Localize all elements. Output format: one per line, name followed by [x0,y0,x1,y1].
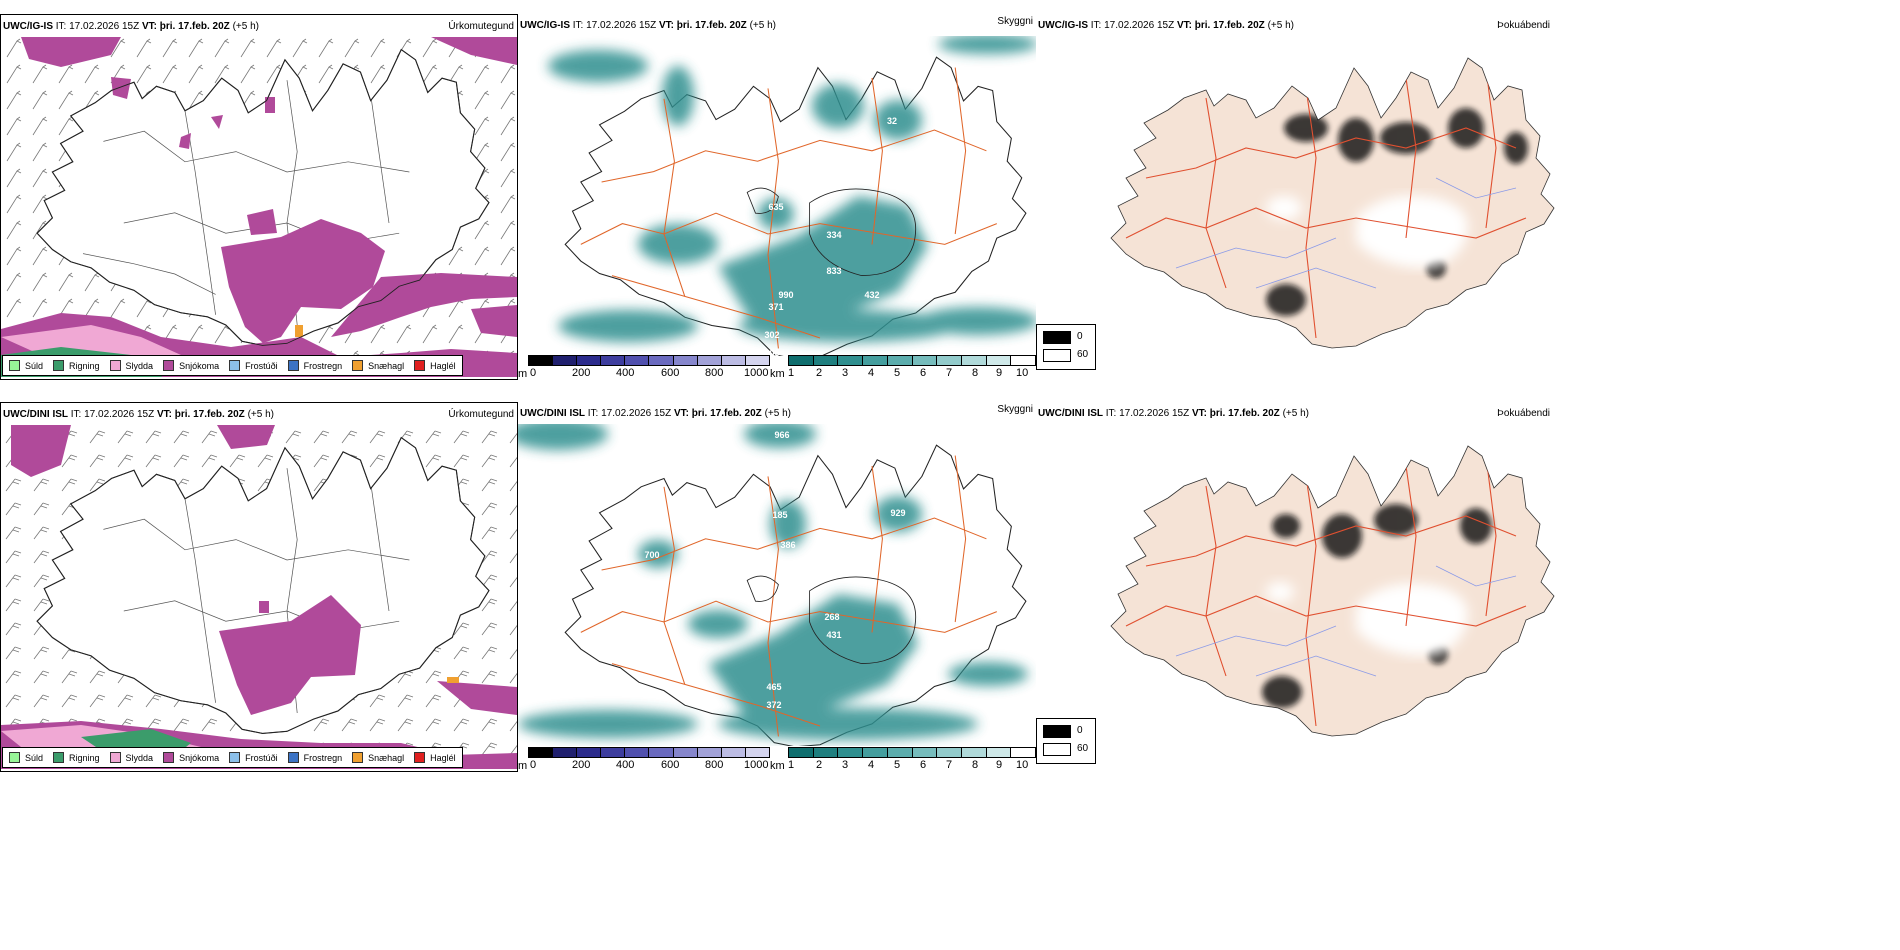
cloud-label: 465 [766,682,781,692]
legend-swatch [352,752,364,763]
cloud-label: 185 [772,510,787,520]
legend-item: Snjókoma [163,752,219,763]
km-scale-bar [788,747,1036,758]
panel-header: UWC/DINI ISL IT: 17.02.2026 15Z VT: þri.… [520,408,791,419]
legend-item: Frostúði [229,752,278,763]
legend-item: Haglél [414,360,456,371]
legend-swatch [229,360,241,371]
cloud-label: 334 [826,230,841,240]
cloud-label: 386 [780,540,795,550]
legend-swatch [229,752,241,763]
cloud-label: 32 [887,116,897,126]
m-ticks: 0 200 400 600 800 1000 [530,367,769,379]
cloud-label: 833 [826,266,841,276]
precip-legend: Súld Rigning Slydda Snjókoma Frostúði Fr… [2,355,463,376]
m-scale-bar [528,355,770,366]
cloud-label: 371 [768,302,783,312]
cloud-map: 966 929 185 386 700 268 431 465 372 [518,424,1028,746]
fog-legend: 0 60 [1036,718,1096,764]
panel-header: UWC/IG-IS IT: 17.02.2026 15Z VT: þri. 17… [1038,20,1294,31]
panel-header: UWC/IG-IS IT: 17.02.2026 15Z VT: þri. 17… [520,20,776,31]
precip-map [1,37,517,377]
panel-title: Þokuábendi [1497,20,1550,31]
panel-title: Skyggni [997,404,1033,415]
legend-item: Frostregn [287,752,342,763]
panel-header: UWC/DINI ISL IT: 17.02.2026 15Z VT: þri.… [3,409,274,420]
legend-item: Slydda [109,752,153,763]
legend-swatch [163,752,175,763]
cloud-label: 700 [644,550,659,560]
legend-swatch [109,752,121,763]
legend-swatch [352,360,364,371]
panel-title: Þokuábendi [1497,408,1550,419]
legend-item: Súld [9,752,43,763]
legend-swatch [9,360,20,371]
fog-map [1110,57,1555,349]
legend-swatch [163,360,175,371]
legend-item: Snæhagl [352,752,404,763]
panel-title: Skyggni [997,16,1033,27]
fog-legend-swatch-low [1043,725,1071,738]
fog-legend: 0 60 [1036,324,1096,370]
cloud-label: 966 [774,430,789,440]
fog-legend-swatch-low [1043,331,1071,344]
km-ticks: 1 2 3 4 5 6 7 8 9 10 [788,759,1029,771]
cloud-label: 372 [766,700,781,710]
legend-item: Rigning [53,360,100,371]
panel-header: UWC/IG-IS IT: 17.02.2026 15Z VT: þri. 17… [3,21,259,32]
cloud-panel-bottom: UWC/DINI ISL IT: 17.02.2026 15Z VT: þri.… [518,402,1036,772]
legend-item: Frostregn [287,360,342,371]
fog-legend-swatch-high [1043,349,1071,362]
panel-header: UWC/DINI ISL IT: 17.02.2026 15Z VT: þri.… [1038,408,1309,419]
cloud-label: 302 [764,330,779,340]
cloud-label: 432 [864,290,879,300]
legend-swatch [109,360,121,371]
legend-item: Rigning [53,752,100,763]
m-unit: m [518,368,528,380]
legend-item: Haglél [414,752,456,763]
fog-panel-top: UWC/IG-IS IT: 17.02.2026 15Z VT: þri. 17… [1036,14,1900,380]
precip-legend: Súld Rigning Slydda Snjókoma Frostúði Fr… [2,747,463,768]
km-unit: km [770,368,785,380]
legend-swatch [287,752,299,763]
legend-item: Snæhagl [352,360,404,371]
legend-swatch [287,360,299,371]
cloud-label: 929 [890,508,905,518]
km-ticks: 1 2 3 4 5 6 7 8 9 10 [788,367,1029,379]
km-scale-bar [788,355,1036,366]
m-scale-bar [528,747,770,758]
legend-swatch [53,752,65,763]
legend-swatch [414,360,426,371]
cloud-label: 906 [764,348,779,356]
precip-panel-bottom: UWC/DINI ISL IT: 17.02.2026 15Z VT: þri.… [0,402,518,772]
cloud-map: 635 334 833 432 990 371 302 32 906 [548,36,1036,356]
legend-swatch [53,360,65,371]
legend-swatch [9,752,20,763]
precip-map [1,425,517,769]
fog-panel-bottom: UWC/DINI ISL IT: 17.02.2026 15Z VT: þri.… [1036,402,1900,772]
legend-item: Slydda [109,360,153,371]
m-unit: m [518,760,528,772]
legend-item: Frostúði [229,360,278,371]
cloud-label: 268 [824,612,839,622]
legend-item: Snjókoma [163,360,219,371]
km-unit: km [770,760,785,772]
legend-item: Súld [9,360,43,371]
precip-panel-top: UWC/IG-IS IT: 17.02.2026 15Z VT: þri. 17… [0,14,518,380]
fog-legend-swatch-high [1043,743,1071,756]
legend-swatch [414,752,426,763]
cloud-panel-top: UWC/IG-IS IT: 17.02.2026 15Z VT: þri. 17… [518,14,1036,380]
cloud-label: 635 [768,202,783,212]
panel-title: Úrkomutegund [448,21,514,32]
fog-map [1110,445,1555,737]
panel-title: Úrkomutegund [448,409,514,420]
cloud-label: 990 [778,290,793,300]
cloud-label: 431 [826,630,841,640]
m-ticks: 0 200 400 600 800 1000 [530,759,769,771]
